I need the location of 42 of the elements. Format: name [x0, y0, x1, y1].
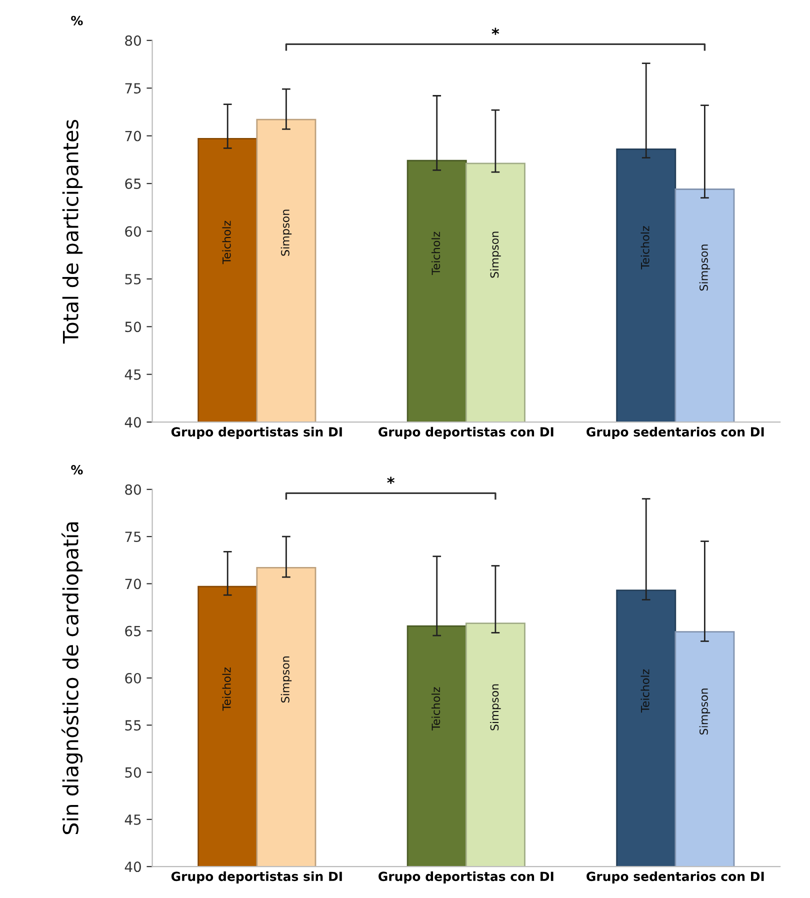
- y-tick-label: 45: [124, 370, 141, 380]
- y-tick-label: 50: [125, 322, 141, 332]
- series-label: Teicholz: [640, 226, 650, 270]
- y-tick-label: 70: [125, 130, 141, 142]
- text: Teicholz: [222, 220, 231, 264]
- y-tick-label: 70: [125, 578, 141, 590]
- text: Simpson: [490, 232, 501, 278]
- series-label: Simpson: [699, 688, 710, 735]
- y-tick-label: 40: [124, 417, 141, 428]
- y-axis-title: Sin diagnóstico de cardiopatía: [62, 522, 83, 834]
- text: *: [387, 476, 395, 484]
- y-tick-label: 60: [125, 672, 141, 684]
- text: %: [71, 16, 83, 26]
- text: *: [492, 28, 500, 35]
- x-tick-label: Grupo deportistas con DI: [378, 871, 554, 884]
- y-tick-label: 80: [125, 484, 141, 495]
- text: Teicholz: [222, 667, 231, 711]
- x-tick-label: Grupo sedentarios con DI: [586, 871, 764, 884]
- y-tick-label: 45: [124, 814, 141, 825]
- series-label: Teicholz: [640, 669, 650, 713]
- text: Simpson: [280, 210, 292, 256]
- x-tick-label: Grupo deportistas sin DI: [171, 426, 342, 440]
- text: Simpson: [280, 656, 292, 702]
- y-tick-label: 55: [125, 274, 141, 284]
- y-tick-label: 75: [125, 83, 141, 94]
- x-tick-label: Grupo sedentarios con DI: [586, 426, 764, 440]
- y-tick-label: 65: [125, 626, 141, 636]
- y-tick-label: 55: [125, 720, 141, 731]
- y-tick-label: 50: [125, 767, 141, 778]
- text: Teicholz: [431, 232, 440, 276]
- y-tick-label: 80: [125, 35, 141, 46]
- y-tick-label: 60: [125, 226, 141, 237]
- series-label: Simpson: [699, 244, 710, 291]
- y-tick-label: 40: [124, 862, 141, 872]
- x-tick-label: Grupo deportistas sin DI: [171, 871, 342, 884]
- y-axis-title: Total de participantes: [62, 120, 83, 344]
- text: Simpson: [490, 684, 501, 730]
- text: Teicholz: [431, 687, 440, 731]
- y-tick-label: 75: [125, 532, 141, 542]
- y-tick-label: 65: [125, 178, 141, 190]
- text: %: [71, 465, 83, 474]
- x-tick-label: Grupo deportistas con DI: [378, 426, 554, 440]
